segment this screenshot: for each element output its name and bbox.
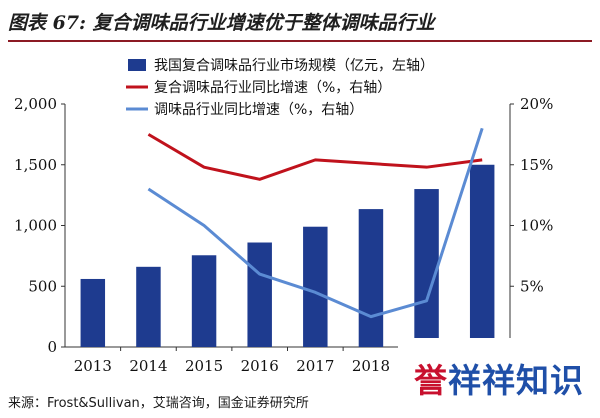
logo-glyph: 祥 xyxy=(448,361,482,400)
bar xyxy=(303,226,328,347)
logo-glyph: 誉 xyxy=(414,361,448,400)
legend-label: 复合调味品行业同比增速（%，右轴） xyxy=(154,79,391,96)
chart: 0 500 1,000 1,500 2,000 5% 10% 15% 20% 2013 2014 20… xyxy=(14,57,553,375)
x-tick-label: 2016 xyxy=(241,357,279,375)
legend-label: 调味品行业同比增速（%，右轴） xyxy=(154,102,363,118)
logo-text: 誉祥祥知识 xyxy=(414,354,584,402)
x-tick-label: 2017 xyxy=(296,357,334,375)
bar xyxy=(247,242,272,347)
bar xyxy=(191,255,217,347)
title-divider xyxy=(8,40,592,42)
y-right-tick-label: 10% xyxy=(520,217,553,235)
line-compound-growth xyxy=(147,133,483,181)
bar xyxy=(358,209,384,347)
y-left-tick-label: 2,000 xyxy=(14,95,57,113)
watermark-logo: 誉祥祥知识 xyxy=(398,338,600,418)
y-right-tick-label: 15% xyxy=(520,156,553,174)
y-left-tick-label: 500 xyxy=(28,277,57,295)
y-left-tick-label: 1,500 xyxy=(14,156,57,174)
y-right-tick-label: 5% xyxy=(520,277,544,295)
logo-glyph: 知 xyxy=(516,361,550,400)
logo-glyph: 祥 xyxy=(482,361,516,400)
bar xyxy=(414,189,439,347)
y-right-tick-label: 20% xyxy=(520,95,553,113)
y-left-tick-label: 1,000 xyxy=(14,217,57,235)
x-tick-label: 2013 xyxy=(74,357,112,375)
logo-glyph: 识 xyxy=(550,361,584,400)
legend-label: 我国复合调味品行业市场规模（亿元，左轴） xyxy=(154,57,434,74)
bar xyxy=(80,278,106,347)
chart-title: 图表 67: 复合调味品行业增速优于整体调味品行业 xyxy=(8,12,435,34)
bar xyxy=(469,164,495,347)
x-tick-label: 2015 xyxy=(185,357,223,375)
legend-swatch-bar xyxy=(128,59,146,71)
source-note: 来源：Frost&Sullivan，艾瑞咨询，国金证券研究所 xyxy=(8,396,309,411)
chart-legend: 我国复合调味品行业市场规模（亿元，左轴） 复合调味品行业同比增速（%，右轴） 调味品… xyxy=(126,57,434,118)
line-series xyxy=(147,127,484,319)
x-tick-label: 2014 xyxy=(129,357,167,375)
bar-series xyxy=(80,164,495,347)
bar xyxy=(136,266,161,347)
x-tick-label: 2018 xyxy=(352,357,390,375)
y-left-tick-label: 0 xyxy=(47,338,57,356)
